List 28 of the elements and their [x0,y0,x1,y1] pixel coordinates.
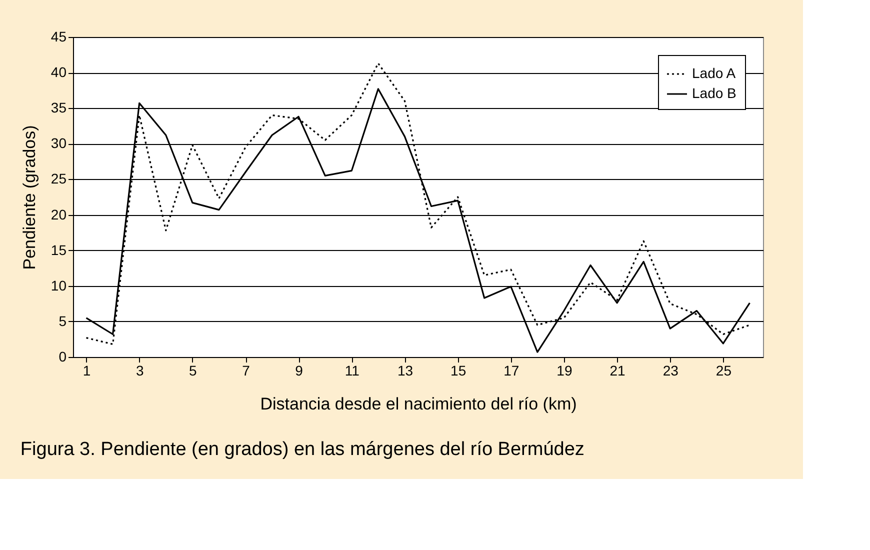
x-tick-label: 21 [610,362,626,378]
y-tick-label: 25 [50,170,67,187]
legend-label: Lado B [692,85,736,101]
y-tick-label: 30 [50,135,67,152]
text: Figura 3. Pendiente (en grados) en las márgenes del río Bermúdez [20,439,584,460]
x-tick-label: 3 [136,362,144,378]
x-tick-label: 11 [344,362,360,378]
x-tick-label: 7 [242,362,250,378]
x-tick-label: 17 [504,362,520,378]
y-tick-label: 40 [50,64,67,80]
x-tick-label: 1 [82,362,91,378]
x-tick-label: 25 [716,362,732,378]
y-axis-title: Pendiente (grados) [20,125,39,270]
y-tick-label: 45 [50,28,67,44]
y-tick-label: 0 [58,348,67,364]
x-tick-label: 19 [556,362,572,378]
x-tick-label: 15 [450,362,466,378]
legend-label: Lado A [692,65,736,81]
y-tick-label: 20 [50,206,67,222]
y-tick-label: 15 [50,242,67,258]
x-tick-label: 23 [662,362,679,378]
y-tick-label: 10 [50,277,67,294]
x-axis-title: Distancia desde el nacimiento del río (km) [260,394,577,414]
x-tick-label: 5 [189,362,198,378]
x-tick-label: 13 [397,362,414,378]
x-tick-label: 9 [295,362,304,378]
y-tick-label: 35 [50,100,67,116]
y-tick-label: 5 [58,312,67,329]
